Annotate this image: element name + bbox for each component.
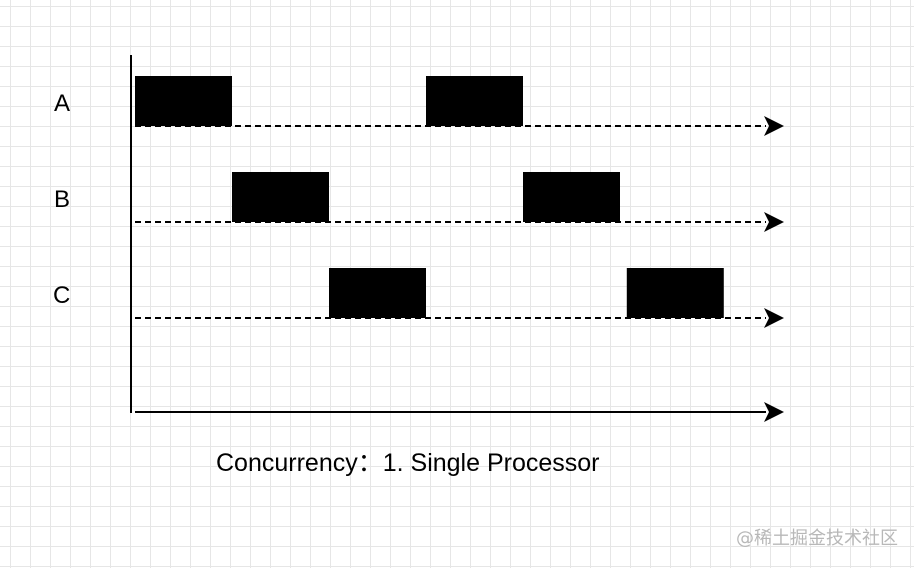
execution-block-b-2 bbox=[523, 172, 620, 222]
row-label-a: A bbox=[54, 90, 71, 117]
execution-block-c-2 bbox=[626, 268, 724, 318]
timeline-b-arrowhead bbox=[764, 212, 784, 232]
timeline-c-arrowhead bbox=[764, 308, 784, 328]
watermark-text: @稀土掘金技术社区 bbox=[736, 528, 898, 549]
row-label-b: B bbox=[54, 186, 71, 213]
rows-layer bbox=[135, 76, 784, 328]
execution-block-a-1 bbox=[135, 76, 232, 126]
execution-block-a-2 bbox=[426, 76, 523, 126]
execution-block-b-1 bbox=[232, 172, 329, 222]
execution-block-c-1 bbox=[329, 268, 426, 318]
timeline-a-arrowhead bbox=[764, 116, 784, 136]
diagram-caption: Concurrency：1. Single Processor bbox=[216, 449, 600, 477]
row-label-c: C bbox=[53, 282, 71, 309]
time-axis-arrowhead bbox=[764, 402, 784, 422]
